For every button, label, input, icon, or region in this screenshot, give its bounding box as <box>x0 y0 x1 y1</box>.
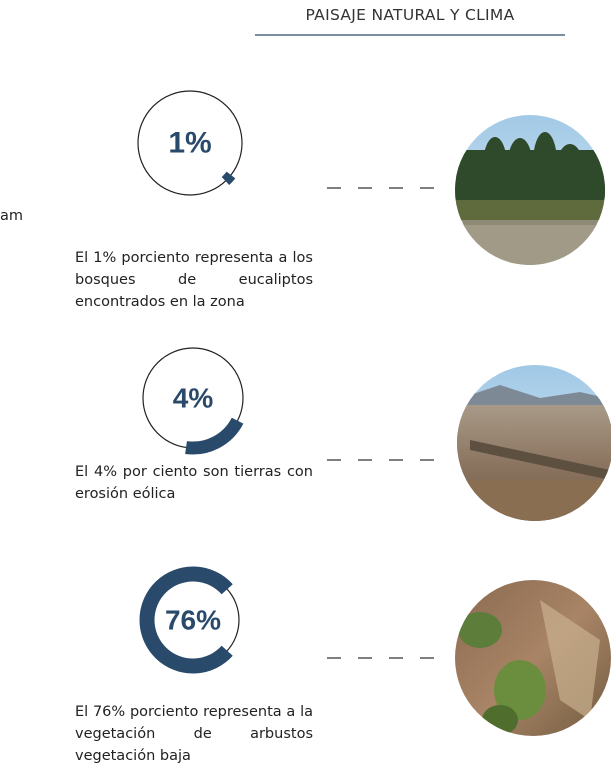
ring-arc <box>221 171 236 186</box>
percent-label: 76% <box>165 605 221 636</box>
ring-arc <box>185 417 244 455</box>
description: El 1% porciento representa a los bosques… <box>75 250 313 310</box>
description: El 4% por ciento son tierras con erosión… <box>75 464 313 502</box>
photo-forest <box>455 115 605 265</box>
text-fragment: am <box>0 208 24 224</box>
photo-town <box>457 365 611 521</box>
photo-shrubs <box>455 580 611 736</box>
percent-label: 4% <box>173 383 214 414</box>
rings: 1% 4% 76% <box>137 90 244 674</box>
dashes <box>327 187 434 659</box>
description: El 76% porciento representa a la vegetac… <box>75 704 313 764</box>
percent-label: 1% <box>168 127 211 160</box>
ring-arc <box>139 566 233 674</box>
ring-outline <box>137 90 243 196</box>
header-title: PAISAJE NATURAL Y CLIMA <box>305 6 515 24</box>
